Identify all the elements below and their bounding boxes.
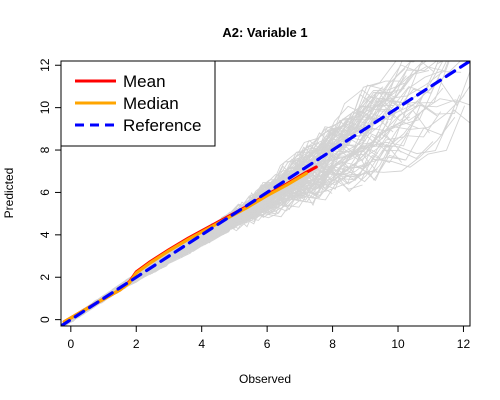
simulation-trace <box>64 61 423 324</box>
simulation-trace <box>64 180 273 324</box>
x-tick-label: 4 <box>198 337 205 351</box>
x-tick-label: 6 <box>264 337 271 351</box>
y-axis-label: Predicted <box>2 168 16 219</box>
legend-label-mean: Mean <box>123 72 166 91</box>
simulation-trace <box>64 127 339 323</box>
simulation-trace <box>64 149 377 325</box>
y-axis: 0 2 4 6 8 10 12 <box>38 58 61 323</box>
simulation-trace <box>64 134 402 325</box>
simulation-trace <box>64 179 363 325</box>
simulation-trace <box>64 105 466 326</box>
legend-label-reference: Reference <box>123 116 201 135</box>
simulation-trace <box>64 141 434 325</box>
y-tick-label: 2 <box>38 274 52 281</box>
y-tick-label: 8 <box>38 146 52 153</box>
x-tick-label: 2 <box>133 337 140 351</box>
simulation-trace <box>63 163 369 326</box>
x-tick-label: 10 <box>391 337 405 351</box>
simulation-trace <box>64 117 456 326</box>
series-layer <box>61 61 470 326</box>
x-axis-label: Observed <box>239 372 291 386</box>
legend: Mean Median Reference <box>60 60 216 147</box>
y-tick-label: 12 <box>38 58 52 72</box>
simulation-trace <box>64 144 311 323</box>
x-axis: 0 2 4 6 8 10 12 <box>67 326 470 351</box>
x-tick-label: 12 <box>457 337 471 351</box>
y-tick-label: 4 <box>38 231 52 238</box>
x-tick-label: 0 <box>67 337 74 351</box>
legend-label-median: Median <box>123 94 179 113</box>
y-tick-label: 6 <box>38 189 52 196</box>
y-tick-label: 0 <box>38 316 52 323</box>
plot-frame <box>60 60 471 327</box>
y-tick-label: 10 <box>38 101 52 115</box>
series-line-reference <box>61 61 470 326</box>
simulation-trace <box>64 143 403 324</box>
x-tick-label: 8 <box>329 337 336 351</box>
chart-title: A2: Variable 1 <box>222 25 307 40</box>
